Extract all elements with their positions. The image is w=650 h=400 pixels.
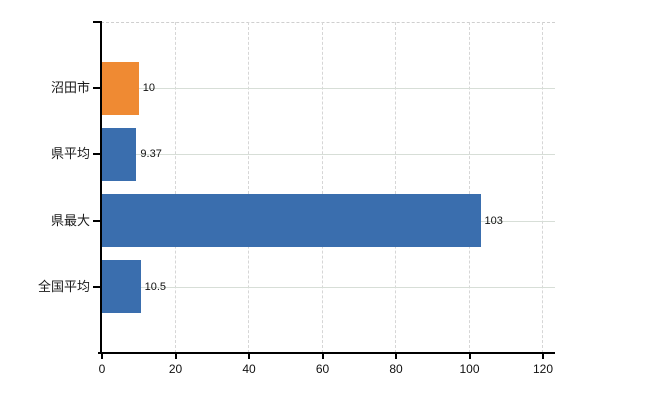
y-axis-tick [93, 153, 101, 156]
bar-value-label: 9.37 [140, 148, 162, 161]
x-axis-tick-label: 20 [168, 362, 183, 376]
y-gridline [102, 286, 555, 288]
x-axis-tick [468, 354, 471, 359]
bar-4 [102, 260, 141, 314]
x-axis-tick-label: 60 [315, 362, 330, 376]
plot-top-border [101, 22, 555, 23]
x-gridline [248, 22, 249, 353]
x-axis-tick [542, 354, 544, 359]
category-label: 全国平均 [37, 278, 90, 294]
y-gridline [102, 154, 555, 156]
category-label: 県最大 [50, 212, 90, 228]
x-gridline [468, 22, 470, 353]
x-gridline [542, 22, 543, 353]
bar-2 [102, 127, 137, 181]
bar-3 [102, 194, 481, 248]
bar-value-label: 103 [484, 214, 503, 227]
x-axis-tick-label: 0 [98, 362, 106, 376]
y-gridline [102, 88, 555, 90]
category-label: 県平均 [50, 146, 90, 162]
x-axis-tick-label: 80 [389, 362, 403, 376]
x-axis-tick [395, 354, 397, 359]
x-axis-tick [101, 354, 103, 359]
bar-value-label: 10 [142, 82, 155, 95]
bar-value-label: 10.5 [144, 280, 166, 293]
x-axis-tick [321, 354, 324, 359]
x-axis-tick [248, 354, 250, 359]
x-axis-tick-label: 100 [459, 362, 480, 376]
x-gridline [321, 22, 323, 353]
y-axis-top-tick [93, 21, 101, 23]
category-label: 沼田市 [50, 80, 90, 96]
y-axis-line [100, 21, 102, 354]
x-axis-line [98, 352, 555, 354]
y-axis-tick [93, 285, 101, 288]
x-axis-tick-label: 40 [242, 362, 256, 376]
y-axis-tick [93, 219, 101, 222]
x-gridline [174, 22, 176, 353]
x-axis-tick [174, 354, 177, 359]
x-gridline [395, 22, 396, 353]
y-axis-tick [93, 87, 101, 90]
x-axis-tick-label: 120 [532, 362, 554, 376]
bar-1 [102, 61, 139, 115]
